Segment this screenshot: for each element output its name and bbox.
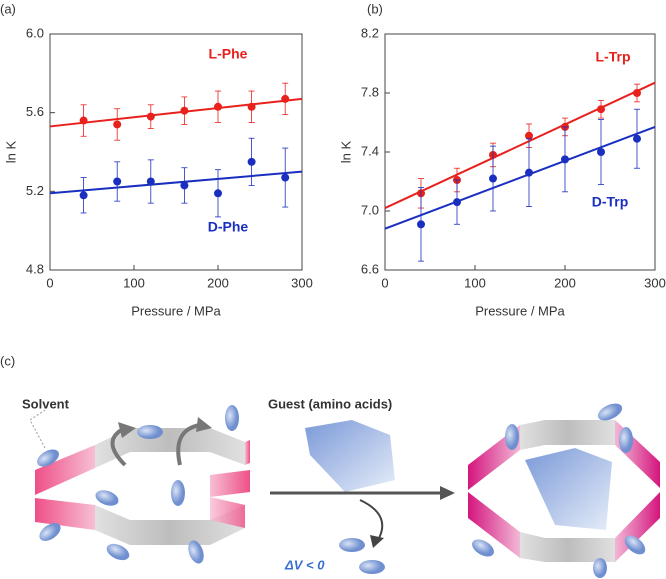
point: [180, 181, 189, 190]
y-tick-label: 7.0: [361, 202, 379, 217]
fit-line: [384, 125, 656, 230]
y-tick-label: 8.2: [361, 25, 379, 40]
point: [247, 157, 256, 166]
fit-line: [49, 170, 303, 195]
x-tick-label: 0: [381, 275, 388, 290]
release-arrow: [359, 499, 384, 541]
series-label: D-Trp: [592, 194, 629, 210]
point: [113, 120, 122, 129]
x-tick-label: 0: [46, 275, 53, 290]
y-tick-label: 5.6: [26, 104, 44, 119]
host-ring-open: [29, 405, 250, 564]
x-axis-label: Pressure / MPa: [131, 303, 221, 318]
point: [633, 134, 641, 143]
y-tick-label: 5.2: [26, 183, 44, 198]
point: [281, 94, 290, 103]
x-tick-label: 100: [123, 275, 145, 290]
point: [597, 105, 605, 114]
guest-label: Guest (amino acids): [268, 396, 392, 411]
y-tick-label: 4.8: [26, 261, 44, 276]
point: [417, 220, 425, 229]
arrow-head: [370, 535, 384, 548]
x-tick-label: 300: [644, 275, 666, 290]
fit-line: [49, 97, 303, 128]
point: [146, 112, 155, 121]
point: [146, 177, 155, 186]
point: [489, 174, 497, 183]
y-tick-label: 6.0: [26, 25, 44, 40]
y-axis-label: ln K: [338, 140, 353, 163]
guest: [305, 420, 395, 492]
solvent: [359, 560, 385, 574]
point: [180, 106, 189, 115]
delta-v: ΔV < 0: [284, 557, 325, 572]
point: [561, 155, 569, 164]
point: [597, 148, 605, 156]
solvent: [339, 538, 365, 552]
series-label: D-Phe: [208, 219, 249, 235]
point: [79, 191, 88, 200]
arrow-head: [440, 486, 455, 500]
y-axis-label: ln K: [3, 140, 18, 163]
x-tick-label: 100: [464, 275, 486, 290]
x-tick-label: 200: [554, 275, 576, 290]
point: [453, 198, 461, 207]
point: [79, 116, 88, 125]
point: [214, 102, 222, 111]
plot-frame: [49, 33, 303, 271]
point: [633, 89, 641, 97]
host-ring-closed: [468, 403, 660, 578]
x-axis-label: Pressure / MPa: [475, 303, 565, 318]
solvent-label: Solvent: [22, 396, 70, 411]
point: [113, 177, 122, 186]
point: [247, 102, 256, 111]
charts: (a) 4.8 5.2 5.6 6.0 0 100 200 300 Pressure / MPa l…: [0, 1, 666, 318]
point: [525, 131, 533, 140]
series-label: L-Phe: [209, 46, 248, 62]
point: [214, 189, 222, 198]
panel-label: (c): [0, 353, 15, 368]
y-tick-label: 7.4: [361, 143, 379, 158]
y-tick-label: 7.8: [361, 84, 379, 99]
point: [281, 173, 290, 182]
fit-line: [384, 81, 656, 209]
y-tick-label: 6.6: [361, 261, 379, 276]
panel-label: (a): [0, 1, 16, 16]
x-tick-label: 300: [291, 275, 313, 290]
x-tick-label: 200: [207, 275, 229, 290]
plot-frame: [384, 33, 656, 271]
point: [525, 168, 533, 177]
panel-label: (b): [367, 1, 383, 16]
series-label: L-Trp: [596, 49, 631, 65]
